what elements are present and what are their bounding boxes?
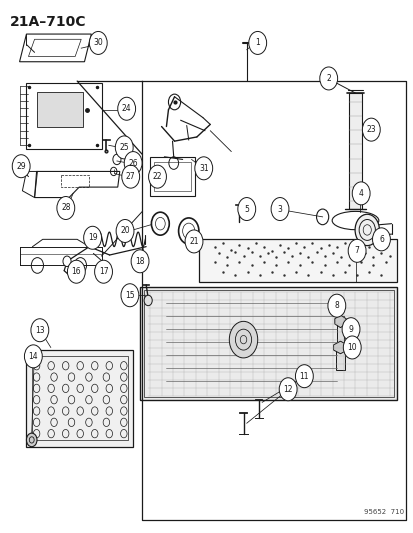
Bar bbox=[26, 83, 101, 149]
Text: 3: 3 bbox=[277, 205, 282, 214]
Text: 25: 25 bbox=[119, 143, 129, 152]
Circle shape bbox=[271, 198, 288, 221]
Text: 16: 16 bbox=[71, 267, 81, 276]
Circle shape bbox=[229, 321, 257, 358]
Circle shape bbox=[67, 260, 85, 283]
Circle shape bbox=[361, 118, 379, 141]
Bar bbox=[336, 316, 343, 345]
Text: 12: 12 bbox=[283, 385, 292, 394]
Text: 30: 30 bbox=[93, 38, 103, 47]
Text: 24: 24 bbox=[121, 104, 131, 113]
Circle shape bbox=[89, 31, 107, 54]
Circle shape bbox=[354, 214, 379, 246]
Text: 23: 23 bbox=[366, 125, 375, 134]
Circle shape bbox=[121, 165, 139, 188]
Circle shape bbox=[24, 345, 42, 368]
Circle shape bbox=[185, 230, 202, 253]
Circle shape bbox=[131, 250, 149, 273]
Polygon shape bbox=[334, 315, 345, 328]
Polygon shape bbox=[333, 341, 347, 354]
Text: 21A–710C: 21A–710C bbox=[10, 15, 86, 29]
Text: 9: 9 bbox=[348, 325, 353, 334]
Text: 20: 20 bbox=[120, 227, 130, 236]
Circle shape bbox=[116, 220, 134, 243]
Circle shape bbox=[372, 228, 389, 251]
Circle shape bbox=[63, 256, 71, 266]
Text: 27: 27 bbox=[126, 172, 135, 181]
Polygon shape bbox=[26, 350, 133, 447]
Circle shape bbox=[341, 318, 359, 341]
Circle shape bbox=[237, 198, 255, 221]
Circle shape bbox=[121, 284, 138, 306]
Text: 4: 4 bbox=[358, 189, 363, 198]
Text: 5: 5 bbox=[244, 205, 249, 214]
Text: 7: 7 bbox=[354, 246, 358, 255]
Text: 6: 6 bbox=[378, 235, 383, 244]
Circle shape bbox=[95, 260, 112, 283]
Circle shape bbox=[124, 151, 142, 175]
Circle shape bbox=[351, 182, 369, 205]
Bar bbox=[335, 344, 344, 370]
Polygon shape bbox=[198, 239, 396, 282]
Circle shape bbox=[248, 31, 266, 54]
Text: 29: 29 bbox=[17, 161, 26, 171]
Circle shape bbox=[295, 365, 313, 387]
Circle shape bbox=[278, 378, 297, 401]
Text: 14: 14 bbox=[28, 352, 38, 361]
Circle shape bbox=[144, 295, 152, 305]
Circle shape bbox=[57, 197, 75, 220]
Circle shape bbox=[31, 319, 49, 342]
Polygon shape bbox=[140, 287, 396, 400]
Text: 18: 18 bbox=[135, 257, 145, 266]
Circle shape bbox=[327, 294, 345, 317]
Bar bbox=[36, 92, 83, 127]
Circle shape bbox=[26, 433, 37, 447]
Text: 95652  710: 95652 710 bbox=[363, 508, 403, 514]
Text: 1: 1 bbox=[255, 38, 259, 47]
Text: 28: 28 bbox=[61, 204, 70, 213]
Circle shape bbox=[195, 157, 212, 180]
Text: 21: 21 bbox=[189, 237, 198, 246]
Text: 11: 11 bbox=[299, 372, 309, 381]
Circle shape bbox=[117, 97, 135, 120]
Text: 31: 31 bbox=[199, 164, 208, 173]
Circle shape bbox=[83, 227, 101, 249]
Circle shape bbox=[115, 136, 133, 159]
Text: 15: 15 bbox=[125, 290, 134, 300]
Circle shape bbox=[319, 67, 337, 90]
Circle shape bbox=[342, 336, 360, 359]
Text: 26: 26 bbox=[128, 159, 138, 167]
Bar bbox=[348, 93, 361, 209]
Text: 22: 22 bbox=[152, 172, 162, 181]
Text: 19: 19 bbox=[88, 233, 97, 243]
Text: 17: 17 bbox=[98, 267, 108, 276]
Circle shape bbox=[12, 155, 30, 177]
Text: 10: 10 bbox=[347, 343, 356, 352]
Circle shape bbox=[148, 165, 166, 188]
Circle shape bbox=[347, 239, 365, 262]
Text: 2: 2 bbox=[325, 74, 330, 83]
Text: 13: 13 bbox=[35, 326, 45, 335]
Text: 8: 8 bbox=[334, 301, 338, 310]
